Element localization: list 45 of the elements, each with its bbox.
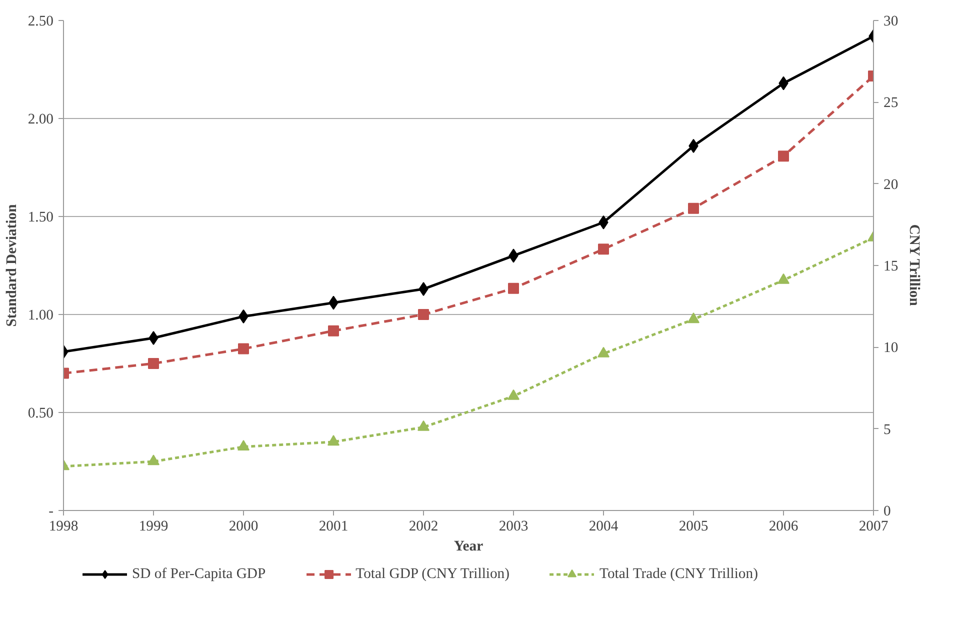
x-tick-label: 2000 — [228, 518, 258, 534]
x-tick-label: 2002 — [408, 518, 438, 534]
x-tick-label: 2006 — [768, 518, 798, 534]
x-tick-label: 2005 — [678, 518, 708, 534]
y2-tick-label: 0 — [884, 504, 891, 520]
x-tick-label: 2004 — [588, 518, 619, 534]
point — [238, 343, 249, 354]
y2-tick-label: 5 — [884, 422, 891, 438]
x-tick-label: 1999 — [138, 518, 168, 534]
x-tick-label: 2003 — [498, 518, 528, 534]
x-tick-label: 1998 — [48, 518, 78, 534]
point — [778, 273, 790, 284]
point — [328, 435, 340, 446]
point — [148, 358, 159, 369]
point — [508, 389, 520, 400]
y2-axis-title: CNY Trillion — [906, 224, 922, 306]
point — [778, 150, 789, 162]
point — [418, 420, 430, 431]
point — [418, 309, 429, 320]
point — [508, 282, 519, 294]
x-tick-label: 2001 — [318, 518, 348, 534]
y-tick-label: 2.00 — [28, 112, 54, 128]
y2-tick-label: 15 — [884, 258, 898, 274]
point — [688, 312, 700, 324]
y-tick-label: 0.50 — [28, 406, 54, 422]
y-tick-label: 1.00 — [28, 308, 54, 324]
legend-label: SD of Per-Capita GDP — [132, 566, 266, 582]
point — [688, 202, 699, 214]
y-axis-title: Standard Deviation — [4, 204, 20, 327]
x-axis-title: Year — [454, 538, 484, 554]
legend-label: Total Trade (CNY Trillion) — [600, 566, 758, 582]
y2-tick-label: 25 — [884, 95, 898, 112]
y-tick-label: 2.50 — [28, 14, 54, 30]
y2-tick-label: 20 — [884, 176, 898, 193]
point — [148, 454, 160, 466]
y-tick-label: - — [48, 504, 54, 520]
y2-tick-label: 10 — [884, 340, 898, 356]
y2-tick-label: 30 — [884, 14, 898, 30]
x-tick-label: 2007 — [858, 518, 888, 534]
point — [598, 346, 610, 358]
point — [328, 325, 339, 336]
point — [238, 440, 250, 450]
y-tick-label: 1.50 — [28, 210, 54, 226]
legend-label: Total GDP (CNY Trillion) — [356, 566, 510, 582]
point — [598, 244, 609, 255]
